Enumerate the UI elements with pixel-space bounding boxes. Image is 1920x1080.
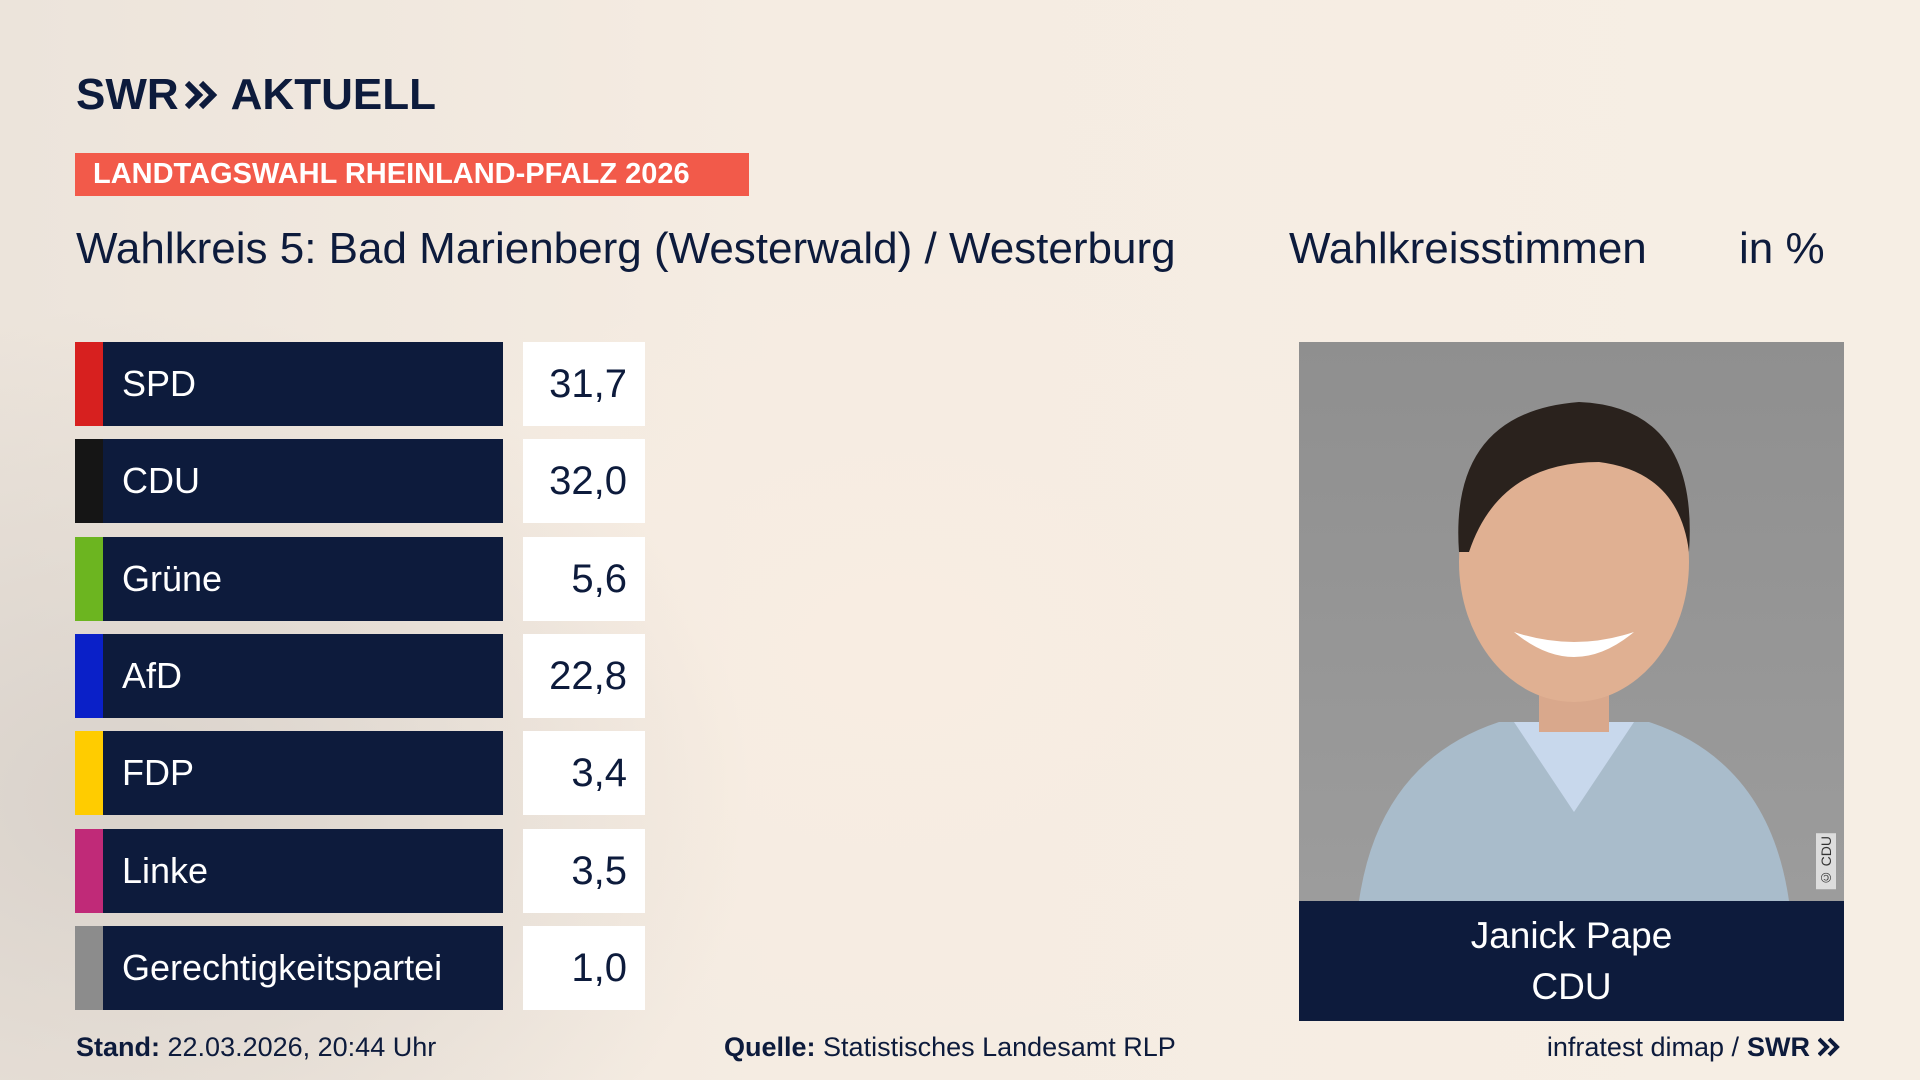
party-cell: Linke bbox=[75, 828, 503, 913]
source-label: Quelle: bbox=[724, 1032, 816, 1062]
candidate-party: CDU bbox=[1531, 966, 1612, 1007]
party-name: FDP bbox=[122, 752, 194, 794]
candidate-photo: © CDU bbox=[1299, 342, 1844, 901]
party-name: CDU bbox=[122, 460, 200, 502]
portrait bbox=[1299, 342, 1844, 901]
candidate-box: Janick Pape CDU bbox=[1299, 901, 1844, 1021]
party-cell: FDP bbox=[75, 731, 503, 816]
party-cell: Grüne bbox=[75, 536, 503, 621]
party-color bbox=[75, 439, 103, 524]
unit: in % bbox=[1739, 224, 1825, 273]
stand: Stand: 22.03.2026, 20:44 Uhr bbox=[76, 1030, 436, 1064]
stand-label: Stand: bbox=[76, 1032, 160, 1062]
value-cell: 3,4 bbox=[523, 731, 645, 816]
party-name: SPD bbox=[122, 363, 197, 404]
value-cell: 1,0 bbox=[523, 925, 645, 1010]
badge: LANDTAGSWAHL RHEINLAND-PFALZ 2026 bbox=[75, 153, 749, 196]
party-color bbox=[75, 828, 103, 913]
brand: SWR bbox=[76, 70, 179, 119]
value-cell: 32,0 bbox=[523, 439, 645, 524]
value-cell: 3,5 bbox=[523, 828, 645, 913]
chevrons bbox=[184, 80, 217, 110]
chevrons-small bbox=[1818, 1037, 1840, 1057]
party-color bbox=[75, 925, 103, 1010]
party-name: Gerechtigkeitspartei bbox=[122, 946, 443, 988]
candidate-name: Janick Pape bbox=[1470, 915, 1673, 956]
credit-brand: SWR bbox=[1747, 1032, 1810, 1062]
title: Wahlkreis 5: Bad Marienberg (Westerwald)… bbox=[76, 224, 1176, 273]
party-cell: Gerechtigkeitspartei bbox=[75, 925, 503, 1010]
party-color bbox=[75, 342, 103, 426]
party-name: Linke bbox=[122, 849, 209, 891]
credit: infratest dimap / SWR bbox=[1547, 1030, 1844, 1064]
party-cell: AfD bbox=[75, 633, 503, 718]
photo-credit: © CDU bbox=[1816, 832, 1836, 889]
value-cell: 22,8 bbox=[523, 633, 645, 718]
party-color bbox=[75, 731, 103, 816]
party-color bbox=[75, 536, 103, 621]
party-name: AfD bbox=[122, 654, 183, 696]
party-cell: SPD bbox=[75, 342, 503, 426]
party-name: Grüne bbox=[122, 557, 223, 599]
party-cell: CDU bbox=[75, 439, 503, 524]
stand-value: 22.03.2026, 20:44 Uhr bbox=[167, 1032, 437, 1062]
credit-text: infratest dimap / bbox=[1546, 1032, 1739, 1062]
source-value: Statistisches Landesamt RLP bbox=[823, 1032, 1176, 1062]
measure: Wahlkreisstimmen bbox=[1289, 224, 1647, 273]
logo: SWR AKTUELL bbox=[76, 70, 436, 120]
value-cell: 31,7 bbox=[523, 342, 645, 426]
party-color bbox=[75, 633, 103, 718]
value-cell: 5,6 bbox=[523, 536, 645, 621]
brand-suffix: AKTUELL bbox=[230, 70, 436, 119]
source: Quelle: Statistisches Landesamt RLP bbox=[724, 1030, 1176, 1064]
